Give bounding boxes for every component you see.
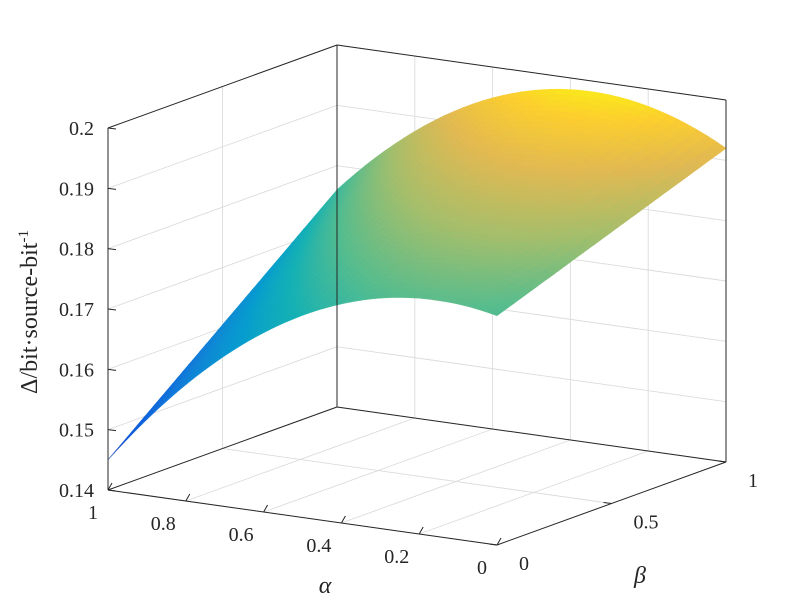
z-tick-label: 0.18	[59, 239, 94, 261]
y-grid-line-floor	[222, 448, 612, 504]
tick-labels: 0.20.190.180.170.160.150.141 0.8 0.6 0.4 0.2…	[59, 118, 758, 579]
z-tick-label: 0.16	[59, 359, 94, 381]
y-tick-mark	[488, 543, 498, 546]
x-axis-line	[107, 489, 498, 546]
y-tick-label: 1	[748, 470, 758, 492]
surface-patch	[486, 307, 504, 317]
surface-mesh	[107, 88, 727, 461]
x-axis-title: α	[319, 573, 332, 599]
box-floor-left-edge	[107, 406, 338, 491]
x-tick-label: 0	[477, 557, 487, 579]
z-tick-mark	[107, 127, 117, 130]
y-axis-title: β	[633, 563, 646, 589]
box-floor-back-edge	[336, 406, 727, 463]
x-tick-mark	[418, 526, 424, 535]
z-tick-label: 0.15	[59, 420, 94, 442]
z-tick-mark	[107, 308, 117, 311]
z-tick-label: 0.17	[59, 299, 94, 321]
x-tick-label: 1	[88, 502, 98, 524]
x-tick-label: 0.6	[229, 524, 254, 546]
z-tick-label: 0.14	[59, 480, 94, 502]
x-tick-label: 0.4	[306, 535, 331, 557]
y-tick-mark	[603, 502, 612, 504]
z-tick-mark	[107, 187, 117, 190]
box-top-left-edge	[107, 44, 338, 129]
tick-marks	[107, 127, 727, 546]
y-tick-label: 0	[519, 553, 529, 575]
z-tick-mark	[107, 489, 117, 492]
z-axis-title-sup: -1	[16, 230, 32, 243]
x-tick-mark	[340, 515, 346, 524]
z-axis-title: Δ/bit·source-bit-1	[16, 230, 43, 394]
box-top-back-edge	[336, 44, 727, 101]
x-tick-mark	[496, 537, 502, 546]
z-grid-line-back-wall	[336, 346, 727, 403]
x-tick-label: 0.2	[384, 546, 409, 568]
x-tick-mark	[107, 482, 113, 491]
y-tick-label: 0.5	[634, 512, 659, 534]
x-tick-label: 0.8	[151, 513, 176, 535]
z-tick-mark	[107, 248, 117, 251]
x-tick-mark	[185, 493, 191, 502]
y-tick-mark	[717, 460, 727, 463]
z-tick-mark	[107, 368, 117, 371]
z-tick-label: 0.2	[69, 118, 94, 140]
x-tick-mark	[263, 504, 269, 513]
z-tick-mark	[107, 429, 117, 432]
z-axis-title-main: Δ/bit·source-bit	[17, 242, 43, 394]
z-tick-label: 0.19	[59, 178, 94, 200]
